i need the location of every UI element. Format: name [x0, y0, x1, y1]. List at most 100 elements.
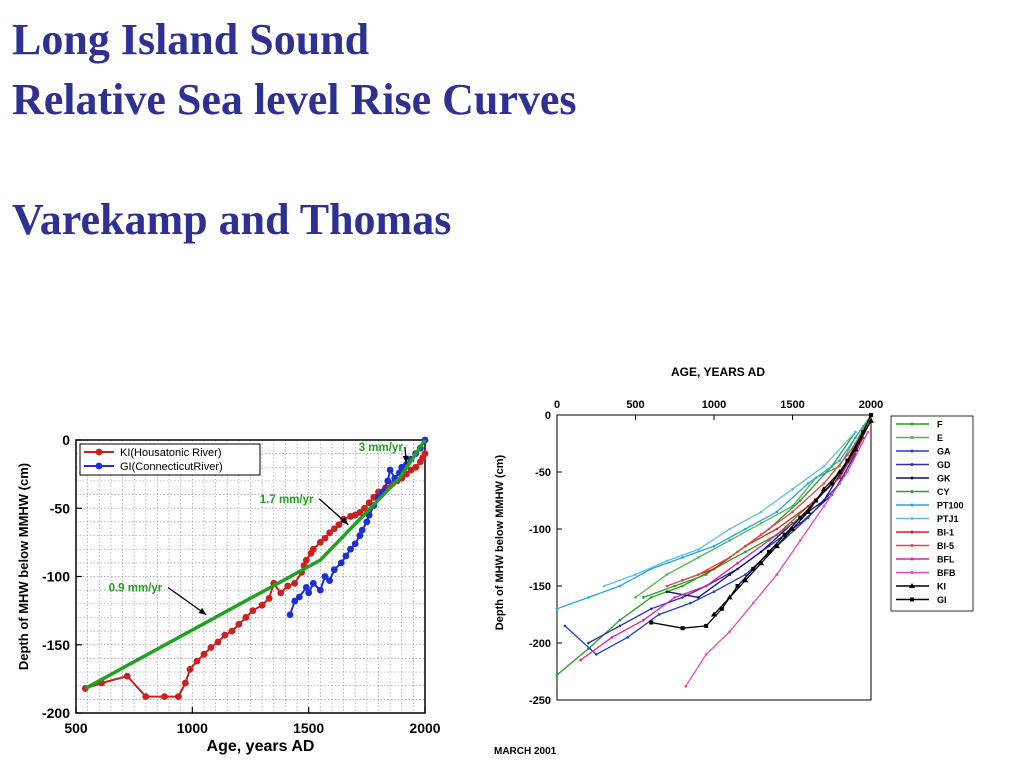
series-line-gi: [651, 414, 872, 629]
data-point-ki: [370, 493, 378, 501]
data-point-gi: [295, 593, 303, 601]
x-tick-label: 1000: [177, 720, 208, 736]
data-point-ga: [563, 624, 567, 628]
data-point-gi: [337, 559, 345, 567]
data-point-gi: [321, 573, 329, 580]
data-point-gk: [728, 573, 731, 576]
data-point-gi: [305, 589, 313, 597]
x-tick-label: 1000: [702, 399, 726, 411]
data-point-pt100: [681, 556, 684, 559]
legend-label: E: [937, 433, 943, 443]
legend-swatch-marker: [910, 530, 914, 534]
data-point-gi: [766, 549, 771, 554]
rate-arrow-head: [198, 607, 207, 615]
data-point-pt100: [806, 482, 810, 485]
data-point-cy: [673, 584, 677, 588]
legend-label: GA: [937, 447, 951, 457]
legend-box: [79, 443, 261, 476]
data-point-bfl: [673, 596, 677, 599]
data-point-ki: [277, 589, 285, 597]
data-point-ki: [161, 693, 168, 701]
data-point-gk: [822, 499, 826, 502]
data-point-pt100: [555, 607, 559, 611]
legend-label: BFB: [937, 568, 956, 578]
data-point-ki: [330, 525, 338, 533]
legend-swatch-marker: [910, 422, 914, 426]
x-tick-label: 2000: [409, 720, 440, 736]
data-point-ki: [773, 543, 780, 549]
data-point-ptj1: [822, 465, 826, 468]
data-point-f: [618, 618, 622, 622]
data-point-ki: [186, 665, 194, 673]
data-point-gi: [358, 526, 366, 534]
data-point-e: [697, 556, 700, 559]
data-point-gk: [697, 596, 700, 599]
x-tick-label: 1500: [780, 399, 804, 411]
y-tick-label: -250: [529, 695, 551, 707]
legend-label: F: [937, 420, 943, 430]
data-point-bi5: [822, 482, 826, 485]
data-point-gi: [286, 611, 294, 619]
data-point-ki: [284, 582, 292, 590]
data-point-gd: [587, 641, 590, 645]
data-point-ki: [221, 631, 229, 639]
data-point-bfl: [610, 636, 614, 639]
data-point-gk: [665, 590, 669, 593]
rate-annotation: 3 mm/yr: [359, 442, 404, 454]
y-tick-label: -50: [50, 500, 70, 516]
data-point-gi: [386, 466, 394, 474]
data-point-gi: [356, 532, 364, 539]
data-point-ki: [200, 650, 208, 658]
x-tick-label: 500: [626, 399, 644, 411]
y-tick-label: -200: [529, 638, 551, 650]
data-point-ptj1: [759, 510, 763, 514]
footnote: MARCH 2001: [494, 746, 557, 757]
y-tick-label: -150: [42, 637, 70, 653]
data-point-pt100: [712, 544, 716, 548]
data-point-ptj1: [665, 559, 669, 563]
legend-swatch-marker: [910, 557, 914, 561]
data-point-gd: [618, 624, 622, 628]
legend-label: PTJ1: [937, 514, 959, 524]
plot-frame: [556, 414, 872, 701]
legend-swatch-marker: [910, 503, 914, 507]
data-point-ga: [626, 636, 629, 639]
legend-swatch-marker: [909, 583, 915, 588]
legend-label: CY: [937, 487, 950, 497]
data-point-bi5: [697, 573, 700, 576]
data-point-ki: [242, 614, 250, 621]
data-point-pt100: [744, 527, 747, 531]
y-axis-label: Depth of MHW below MMHW (cm): [16, 463, 31, 670]
data-point-gi: [735, 584, 740, 588]
data-point-pt100: [838, 459, 841, 462]
data-point-bi1: [775, 527, 779, 531]
data-point-gi: [309, 579, 317, 587]
data-point-ki: [805, 508, 812, 514]
data-point-f: [649, 596, 653, 599]
data-point-bi5: [728, 556, 731, 559]
y-tick-label: 0: [62, 432, 70, 448]
data-point-gi: [782, 532, 787, 537]
data-point-ki: [214, 638, 222, 646]
legend-label: GD: [937, 460, 951, 470]
legend-label: BI-1: [937, 528, 954, 538]
data-point-ga: [712, 590, 716, 593]
legend-swatch-marker: [910, 436, 914, 439]
data-point-bfl: [642, 618, 645, 622]
data-point-gi: [704, 623, 709, 628]
data-point-gi: [351, 540, 359, 548]
data-point-ki: [265, 594, 273, 602]
data-point-gi: [869, 413, 873, 417]
title-authors: Varekamp and Thomas: [12, 195, 452, 244]
x-tick-label: 1500: [293, 720, 324, 736]
data-point-ki: [228, 627, 236, 635]
title-block: Long Island Sound Relative Sea level Ris…: [12, 10, 577, 250]
rate-arrow-line: [167, 586, 207, 616]
data-point-ki: [742, 577, 749, 583]
series-line-e: [635, 414, 872, 598]
legend-swatch-marker: [910, 476, 914, 480]
data-point-gi: [680, 626, 685, 631]
legend-swatch-marker: [910, 490, 914, 493]
data-point-bfb: [775, 573, 779, 576]
